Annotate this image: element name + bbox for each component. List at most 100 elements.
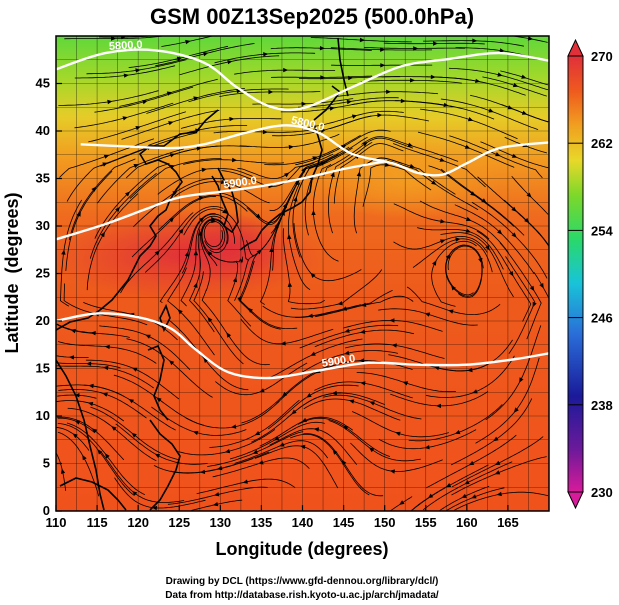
streamline-arrow: [519, 377, 524, 383]
streamline-arrow: [111, 426, 117, 431]
streamline-arrow: [273, 436, 280, 441]
streamline-arrow: [232, 157, 238, 163]
streamline-arrow: [526, 192, 532, 198]
streamline-arrow: [282, 391, 288, 397]
streamline-arrow: [229, 116, 235, 122]
streamline-arrow: [121, 36, 127, 40]
streamline-arrow: [74, 420, 81, 425]
streamline-arrow: [349, 399, 355, 404]
streamline-arrow: [320, 128, 326, 133]
colorbar-tick-label: 230: [591, 485, 613, 500]
contour-5900-north: [56, 160, 385, 241]
y-tick-label: 40: [36, 123, 50, 138]
streamline-arrow: [280, 341, 286, 346]
streamline-arrow: [169, 217, 175, 223]
streamline-arrow: [307, 313, 313, 318]
streamline-arrow: [310, 351, 316, 356]
streamline-arrow: [532, 301, 537, 308]
credit-line-2: Data from http://database.rish.kyoto-u.a…: [165, 590, 439, 601]
streamline-arrow: [439, 157, 446, 162]
streamline-arrow: [294, 180, 300, 186]
streamline-arrow: [389, 469, 395, 474]
streamline-arrow: [524, 217, 530, 223]
streamline-arrow: [360, 329, 366, 334]
streamline-arrow: [337, 301, 343, 306]
streamline-arrow: [320, 161, 326, 166]
streamline-arrow: [310, 272, 316, 278]
streamline-arrow: [359, 358, 365, 363]
streamline-arrow: [268, 89, 274, 95]
streamline-arrow: [471, 494, 477, 499]
streamline-arrow: [154, 453, 161, 458]
streamline-arrow: [465, 228, 471, 233]
streamline-arrow: [464, 144, 471, 149]
streamline-arrow: [237, 295, 242, 301]
streamline-arrow: [359, 37, 365, 43]
colorbar-tick-label: 246: [591, 311, 613, 326]
streamline-arrow: [185, 39, 191, 45]
streamline-arrow: [313, 427, 319, 432]
streamline-arrow: [344, 350, 350, 355]
streamline-arrow: [399, 500, 405, 505]
streamline-arrow: [331, 390, 337, 396]
streamline-arrow: [455, 237, 461, 242]
streamline-arrow: [330, 171, 335, 178]
x-axis-label: Longitude (degrees): [215, 539, 388, 559]
x-tick-label: 125: [168, 515, 190, 530]
streamline-arrow: [472, 389, 478, 394]
streamline-arrow: [461, 493, 467, 498]
streamline-arrow: [232, 276, 238, 283]
streamline-arrow: [470, 191, 476, 196]
contour-label-5900-north: 5900.0: [223, 175, 258, 192]
streamline-arrow: [448, 309, 454, 314]
streamline-arrow: [527, 36, 534, 41]
streamline-arrow: [332, 449, 338, 455]
streamline-arrow: [269, 247, 274, 253]
streamline-arrow: [341, 459, 347, 466]
streamlines: [56, 36, 549, 511]
y-tick-label: 20: [36, 313, 50, 328]
streamline-arrow: [380, 63, 386, 68]
streamline-arrow: [521, 110, 528, 115]
streamline-arrow: [76, 211, 81, 217]
x-tick-label: 140: [292, 515, 314, 530]
streamline-arrow: [61, 249, 66, 255]
streamline-arrow: [133, 164, 139, 169]
streamline-arrow: [465, 216, 472, 221]
streamline-arrow: [212, 502, 219, 507]
coast-japan-kyushu: [239, 123, 323, 251]
streamline-arrow: [361, 302, 367, 307]
streamline-arrow: [284, 172, 290, 178]
streamline-arrow: [103, 365, 109, 371]
streamline-arrow: [135, 126, 141, 131]
colorbar-bottom-arrow: [567, 491, 584, 510]
streamline-arrow: [344, 328, 350, 333]
streamline-arrow: [201, 167, 207, 173]
streamline-arrow: [72, 433, 78, 439]
colorbar-body: [567, 55, 584, 493]
streamline-arrow: [511, 232, 517, 238]
streamline-arrow: [214, 492, 220, 497]
streamline-arrow: [513, 407, 519, 413]
contour-5800-north: [56, 48, 549, 112]
colorbar-ticks: 230 238 246 254 262 270: [568, 49, 613, 500]
streamline-arrow: [300, 444, 306, 450]
streamline-arrow: [409, 163, 415, 169]
y-tick-label: 0: [43, 503, 50, 518]
streamline-arrow: [91, 186, 97, 192]
streamline-arrow: [499, 48, 505, 53]
streamline-arrow: [301, 101, 307, 107]
streamline-arrow: [97, 449, 103, 455]
streamline-arrow: [386, 89, 392, 94]
streamline-arrow: [488, 108, 494, 113]
streamline-arrow: [301, 167, 306, 173]
y-axis: 0 5 10 15 20 25 30 35 40 45: [36, 76, 62, 518]
streamline-arrow: [440, 239, 446, 244]
streamline-arrow: [227, 60, 233, 65]
streamline-arrow: [436, 403, 441, 409]
streamline-arrow: [539, 283, 544, 289]
colorbar-tick-label: 262: [591, 136, 613, 151]
streamline-arrow: [196, 146, 202, 151]
x-tick-label: 155: [415, 515, 437, 530]
streamline-arrow: [432, 260, 437, 266]
